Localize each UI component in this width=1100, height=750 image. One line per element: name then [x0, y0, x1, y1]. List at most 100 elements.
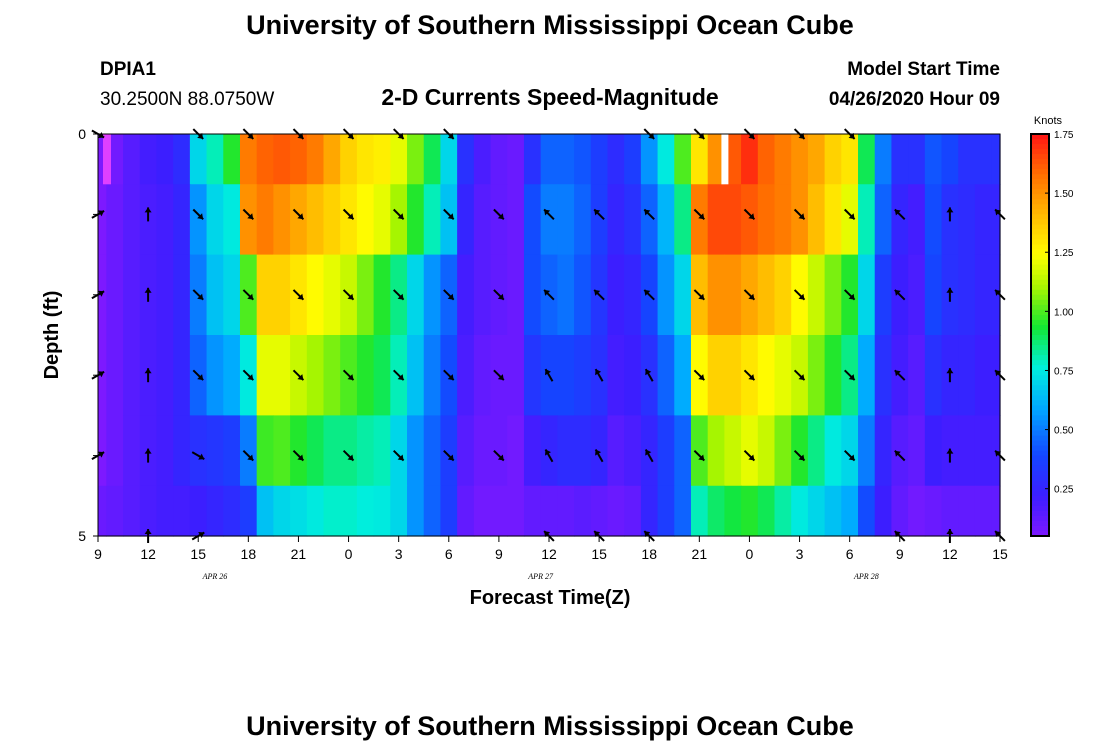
heatmap-cell: [239, 415, 258, 487]
colorbar-swatch: [1031, 430, 1049, 437]
colorbar-swatch: [1031, 500, 1049, 507]
current-arrow: [493, 369, 505, 381]
colorbar-swatch: [1031, 199, 1049, 205]
heatmap-cell: [156, 335, 174, 416]
heatmap-cell: [340, 485, 358, 537]
heatmap-cell: [390, 184, 408, 256]
colorbar-swatch: [1031, 159, 1049, 165]
x-tick-label: 15: [190, 546, 206, 562]
y-axis: 05: [78, 126, 98, 544]
colorbar-swatch: [1031, 209, 1049, 216]
heatmap-cell: [373, 415, 391, 487]
heatmap-cell: [423, 184, 442, 256]
heatmap-cell: [774, 335, 792, 416]
heatmap-cell: [657, 134, 675, 185]
heatmap-cell: [991, 134, 1001, 185]
heatmap-cell: [490, 184, 508, 256]
current-arrow: [342, 369, 355, 381]
current-arrow: [693, 369, 706, 381]
x-tick-label: 6: [846, 546, 854, 562]
heatmap-cell: [757, 134, 776, 185]
heatmap-cell: [924, 134, 943, 185]
heatmap-cell: [557, 134, 575, 185]
current-arrow: [191, 451, 205, 460]
heatmap-cell: [707, 485, 725, 537]
heatmap-cell: [924, 254, 943, 336]
heatmap-cell: [189, 415, 208, 487]
heatmap-cell: [173, 134, 191, 185]
colorbar-swatch: [1031, 284, 1049, 291]
x-tick-label: 3: [395, 546, 403, 562]
colorbar-swatch: [1031, 370, 1049, 376]
heatmap-cell: [490, 134, 508, 185]
heatmap-cell: [657, 254, 675, 336]
heatmap-cell: [774, 254, 792, 336]
heatmap-cell: [490, 415, 508, 487]
heatmap-cell: [139, 134, 158, 185]
heatmap-cell: [674, 415, 692, 487]
colorbar-swatch: [1031, 279, 1049, 286]
heatmap-cell: [457, 485, 475, 537]
heatmap-cell: [607, 254, 625, 336]
current-arrow: [644, 368, 654, 382]
heatmap-cell: [206, 254, 224, 336]
x-tick-label: 21: [291, 546, 307, 562]
heatmap-cell: [323, 134, 341, 185]
heatmap-cell: [824, 254, 842, 336]
colorbar-swatch: [1031, 460, 1049, 467]
heatmap-cell: [958, 485, 976, 537]
current-arrow: [242, 208, 255, 221]
heatmap-cell: [924, 415, 943, 487]
colorbar-swatch: [1031, 415, 1049, 422]
colorbar-swatch: [1031, 480, 1049, 487]
heatmap-cell: [98, 134, 107, 185]
colorbar-swatch: [1031, 144, 1049, 150]
heatmap-cell: [741, 415, 759, 487]
current-arrow: [593, 289, 605, 301]
current-arrow: [342, 208, 355, 221]
colorbar-swatch: [1031, 410, 1049, 417]
heatmap-cell: [908, 335, 926, 416]
heatmap-cell: [757, 254, 776, 336]
heatmap-cell: [874, 415, 893, 487]
heatmap-cell: [423, 134, 442, 185]
heatmap-cell: [206, 184, 224, 256]
heatmap-cell: [607, 335, 625, 416]
current-arrows: [91, 128, 1006, 543]
heatmap-cell: [824, 134, 842, 185]
current-arrow: [643, 208, 655, 221]
heatmap-cell: [724, 134, 742, 185]
current-arrow: [946, 207, 954, 222]
heatmap-cell: [390, 485, 408, 537]
heatmap-cell: [306, 485, 325, 537]
heatmap-cell: [156, 485, 174, 537]
colorbar-swatch: [1031, 350, 1049, 356]
current-arrow: [443, 208, 455, 221]
current-arrow: [443, 369, 455, 381]
colorbar-swatch: [1031, 335, 1049, 341]
heatmap-cell: [574, 415, 592, 487]
heatmap-cell: [724, 254, 742, 336]
heatmap-cell: [290, 184, 308, 256]
heatmap-cell: [974, 184, 993, 256]
heatmap-cell: [407, 184, 425, 256]
current-arrow: [342, 449, 355, 462]
x-tick-label: 9: [495, 546, 503, 562]
current-arrow: [543, 208, 555, 221]
heatmap-cell: [590, 415, 609, 487]
y-tick-label: 5: [78, 528, 86, 544]
colorbar-swatch: [1031, 455, 1049, 462]
heatmap-cell: [256, 134, 274, 185]
heatmap-cell: [690, 184, 709, 256]
current-arrow: [292, 208, 305, 221]
heatmap-cell: [407, 335, 425, 416]
colorbar-swatch: [1031, 530, 1049, 537]
current-arrow: [743, 369, 756, 381]
heatmap-cell: [807, 485, 826, 537]
colorbar-swatch: [1031, 314, 1049, 321]
heatmap-cell: [373, 485, 391, 537]
current-arrow: [643, 289, 655, 301]
current-arrow: [793, 369, 806, 381]
heatmap-cell: [457, 415, 475, 487]
